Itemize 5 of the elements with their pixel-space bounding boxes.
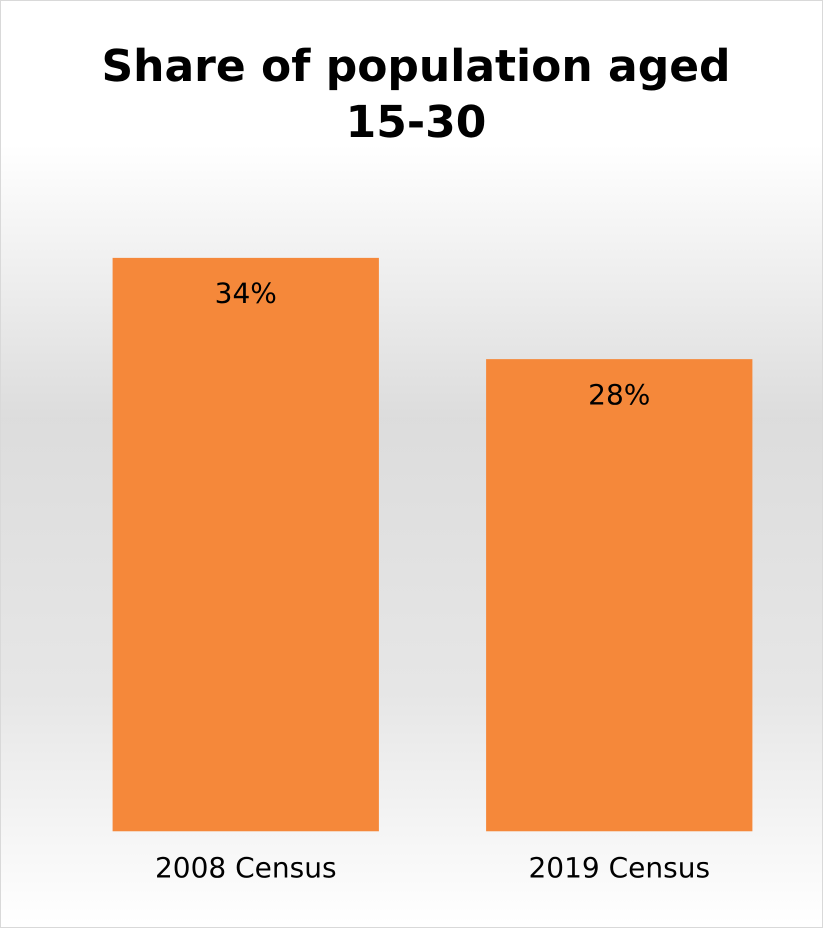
chart-title: Share of population aged 15-30 [101, 40, 731, 150]
data-label: 34% [214, 277, 277, 310]
x-tick-label: 2008 Census [154, 851, 337, 884]
data-label: 28% [588, 378, 650, 412]
x-tick-label: 2019 Census [528, 851, 710, 884]
